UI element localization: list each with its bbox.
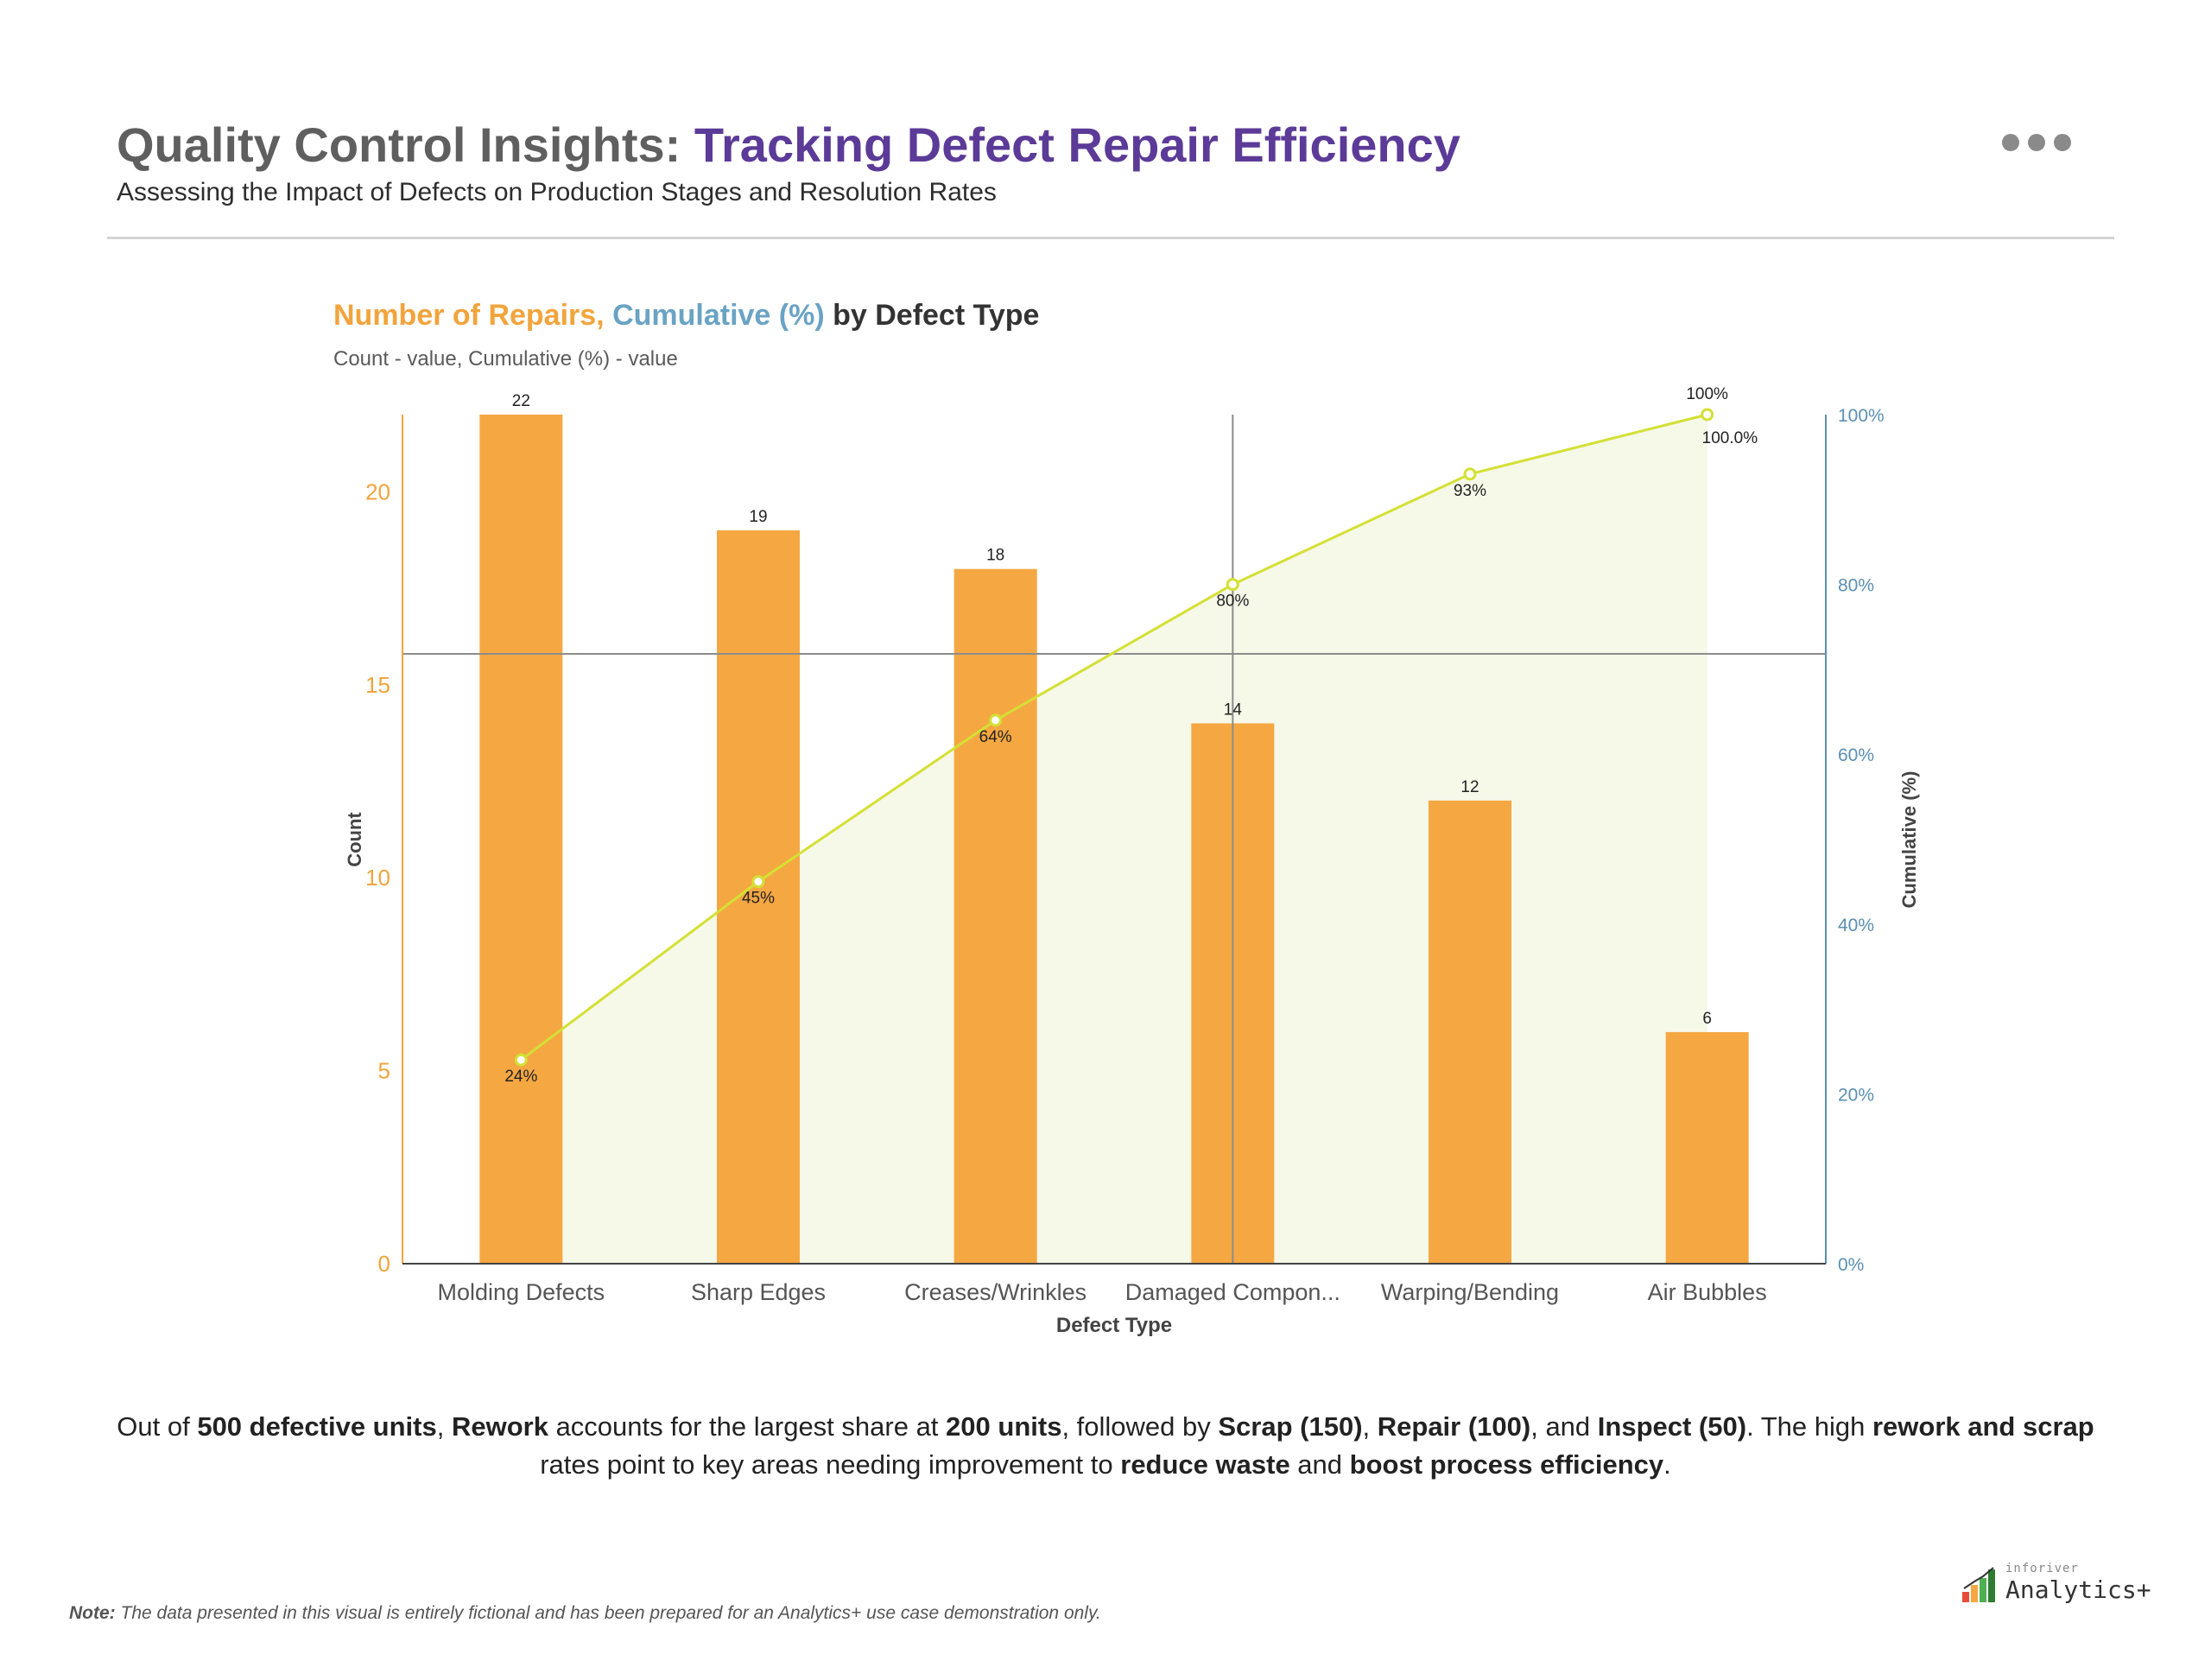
bar-value-label: 19 <box>749 508 767 526</box>
bar-2 <box>953 568 1037 1264</box>
bar-5 <box>1665 1031 1749 1264</box>
insight-segment: accounts for the largest share at <box>548 1411 947 1442</box>
y-tick-label: 10 <box>365 865 390 891</box>
cumulative-total-label: 100.0% <box>1702 429 1758 447</box>
footnote-label: Note: <box>69 1603 116 1623</box>
cumulative-value-label: 64% <box>979 728 1012 746</box>
y-axis-title: Count <box>344 812 365 867</box>
bar-chart-logo-icon <box>1962 1567 1995 1602</box>
cumulative-value-label: 45% <box>742 890 775 908</box>
dot-icon <box>2054 134 2071 151</box>
dot-icon <box>2028 134 2045 151</box>
y-tick-label: 20 <box>365 479 390 504</box>
cumulative-value-label: 24% <box>504 1068 537 1086</box>
x-tick-label: Warping/Bending <box>1381 1279 1559 1305</box>
chart-subtitle: Count - value, Cumulative (%) - value <box>333 347 678 371</box>
bar-value-label: 12 <box>1460 778 1479 796</box>
dot-icon <box>2002 134 2019 151</box>
insight-segment: . The high <box>1746 1411 1872 1442</box>
insight-emphasis: Inspect (50) <box>1597 1411 1747 1442</box>
x-tick-label: Creases/Wrinkles <box>904 1279 1086 1305</box>
y2-tick-label: 20% <box>1838 1085 1874 1105</box>
bar-1 <box>717 530 800 1264</box>
logo-small-text: inforiver <box>2005 1562 2079 1575</box>
logo-text: inforiver Analytics+ <box>2005 1562 2151 1604</box>
pareto-chart: 0 5 10 15 20 0% 20% 40% 60% 80% 100% Count Cumulativ… <box>344 385 1920 1337</box>
title-prefix: Quality Control Insights: <box>117 117 694 172</box>
insight-segment: , <box>436 1411 452 1442</box>
cumulative-point-1 <box>751 875 765 889</box>
x-tick-label: Air Bubbles <box>1648 1279 1767 1305</box>
cumulative-value-label: 93% <box>1454 482 1486 500</box>
insight-emphasis: rework and scrap <box>1872 1411 2094 1442</box>
insight-segment: , and <box>1530 1411 1598 1442</box>
cumulative-point-3 <box>1226 578 1239 592</box>
insight-emphasis: boost process efficiency <box>1349 1449 1664 1480</box>
chart-title-cumulative: Cumulative (%) <box>612 299 825 332</box>
y-tick-label: 0 <box>378 1251 390 1277</box>
insight-text: Out of 500 defective units, Rework accou… <box>104 1408 2107 1484</box>
insight-segment: Out of <box>117 1411 198 1442</box>
insight-emphasis: 500 defective units <box>197 1411 437 1442</box>
more-options-button[interactable] <box>2002 130 2080 155</box>
x-tick-label: Molding Defects <box>438 1279 605 1305</box>
insight-emphasis: Scrap (150) <box>1218 1411 1363 1442</box>
bar-value-label: 14 <box>1224 701 1243 719</box>
bar-4 <box>1429 800 1511 1264</box>
y-tick-label: 5 <box>378 1058 390 1084</box>
x-tick-label: Damaged Compon... <box>1125 1279 1340 1305</box>
chart-title-rest: by Defect Type <box>824 299 1040 332</box>
header: Quality Control Insights: Tracking Defec… <box>117 114 1460 207</box>
cumulative-point-5 <box>1701 408 1714 422</box>
y2-tick-label: 0% <box>1838 1255 1864 1275</box>
cumulative-area <box>521 415 1707 1264</box>
chart-title: Number of Repairs, Cumulative (%) by Def… <box>333 299 1039 333</box>
bar-value-label: 6 <box>1702 1010 1712 1028</box>
bar-0 <box>479 415 563 1264</box>
bar-value-label: 22 <box>512 392 530 410</box>
analytics-logo: inforiver Analytics+ <box>1961 1562 2151 1604</box>
y2-tick-label: 40% <box>1838 916 1874 935</box>
footnote-text: The data presented in this visual is ent… <box>115 1603 1101 1623</box>
insight-segment: rates point to key areas needing improve… <box>540 1449 1121 1480</box>
cumulative-point-2 <box>989 713 1003 727</box>
footnote: Note: The data presented in this visual … <box>69 1603 1101 1624</box>
logo-main-text: Analytics+ <box>2005 1575 2151 1604</box>
cumulative-line <box>520 413 1708 1062</box>
x-tick-label: Sharp Edges <box>691 1279 826 1305</box>
y2-tick-label: 100% <box>1838 406 1885 426</box>
insight-emphasis: Rework <box>451 1411 548 1442</box>
cumulative-value-label: 80% <box>1216 593 1249 611</box>
x-axis-title: Defect Type <box>1056 1314 1172 1337</box>
insight-segment: , followed by <box>1061 1411 1219 1442</box>
y-tick-label: 15 <box>365 672 390 698</box>
page-subtitle: Assessing the Impact of Defects on Produ… <box>117 178 997 206</box>
y2-tick-label: 60% <box>1838 745 1874 765</box>
insight-segment: and <box>1289 1449 1350 1480</box>
chart-title-count: Number of Repairs, <box>333 299 613 332</box>
insight-segment: , <box>1362 1411 1378 1442</box>
insight-emphasis: reduce waste <box>1120 1449 1290 1480</box>
y2-axis-title: Cumulative (%) <box>1898 771 1920 909</box>
cumulative-value-label: 100% <box>1686 385 1728 403</box>
insight-segment: . <box>1663 1449 1671 1480</box>
title-highlight: Tracking Defect Repair Efficiency <box>694 117 1460 172</box>
insight-emphasis: 200 units <box>946 1411 1062 1442</box>
page-title: Quality Control Insights: Tracking Defec… <box>117 114 1460 176</box>
bar-value-label: 18 <box>986 547 1004 565</box>
y2-tick-label: 80% <box>1838 576 1874 596</box>
cumulative-point-0 <box>514 1053 528 1067</box>
cumulative-point-4 <box>1463 467 1477 481</box>
header-divider <box>107 237 2114 239</box>
insight-emphasis: Repair (100) <box>1377 1411 1531 1442</box>
